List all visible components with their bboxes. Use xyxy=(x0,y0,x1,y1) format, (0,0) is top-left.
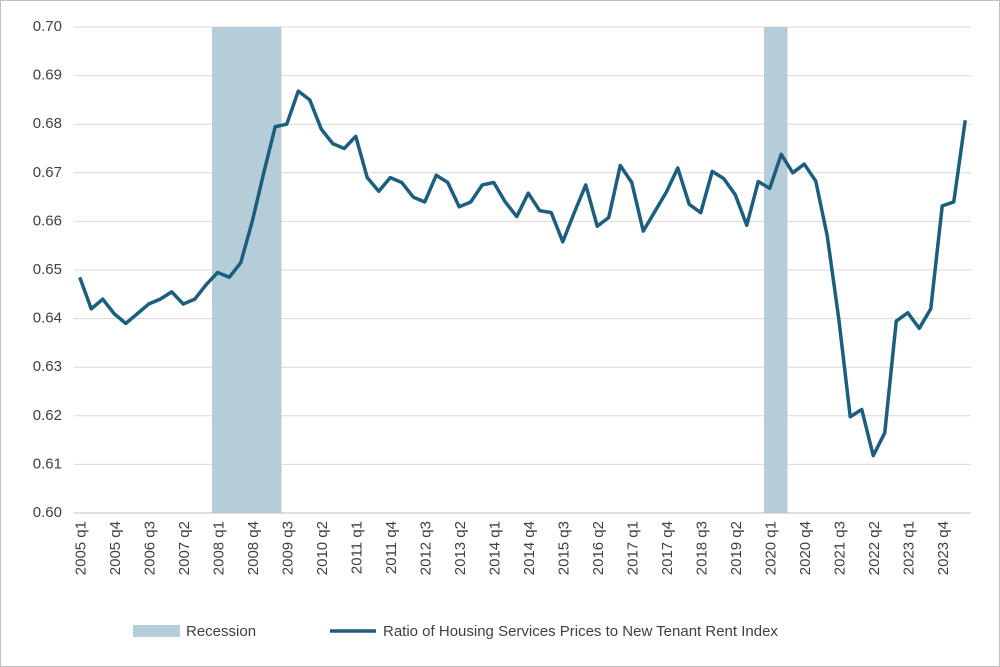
x-tick-label: 2008 q4 xyxy=(245,521,262,575)
y-tick-label: 0.62 xyxy=(33,407,62,424)
x-tick-label: 2009 q3 xyxy=(280,521,297,575)
x-tick-label: 2011 q4 xyxy=(383,521,400,574)
y-tick-label: 0.66 xyxy=(33,212,62,229)
x-tick-label: 2022 q2 xyxy=(866,521,883,575)
x-tick-label: 2014 q4 xyxy=(521,521,538,575)
recession-band xyxy=(212,27,224,513)
x-tick-label: 2005 q4 xyxy=(107,521,124,575)
x-tick-label: 2005 q1 xyxy=(73,521,90,575)
y-tick-label: 0.65 xyxy=(33,261,62,278)
legend-label: Recession xyxy=(186,623,256,640)
x-tick-label: 2021 q3 xyxy=(832,521,849,575)
x-tick-label: 2012 q3 xyxy=(418,521,435,575)
x-tick-label: 2020 q1 xyxy=(763,521,780,575)
x-tick-label: 2008 q1 xyxy=(211,521,228,575)
y-tick-label: 0.68 xyxy=(33,115,62,132)
x-tick-label: 2013 q2 xyxy=(452,521,469,575)
x-tick-label: 2016 q2 xyxy=(590,521,607,575)
y-tick-label: 0.60 xyxy=(33,504,62,521)
recession-band xyxy=(775,27,788,513)
recession-band xyxy=(235,27,247,513)
x-tick-label: 2017 q4 xyxy=(659,521,676,575)
x-tick-label: 2014 q1 xyxy=(487,521,504,575)
x-tick-label: 2023 q4 xyxy=(935,521,952,575)
y-tick-label: 0.61 xyxy=(33,455,62,472)
legend-swatch xyxy=(133,625,180,637)
series-line xyxy=(78,89,967,458)
x-tick-label: 2011 q1 xyxy=(349,521,366,574)
x-tick-label: 2023 q1 xyxy=(901,521,918,575)
recession-band xyxy=(258,27,270,513)
x-tick-label: 2010 q2 xyxy=(314,521,331,575)
legend-label: Ratio of Housing Services Prices to New … xyxy=(383,623,778,640)
x-tick-label: 2017 q1 xyxy=(625,521,642,575)
y-tick-label: 0.64 xyxy=(33,310,62,327)
x-tick-label: 2006 q3 xyxy=(142,521,159,575)
x-tick-label: 2020 q4 xyxy=(797,521,814,575)
y-tick-label: 0.69 xyxy=(33,67,62,84)
y-tick-label: 0.67 xyxy=(33,164,62,181)
y-tick-label: 0.70 xyxy=(33,18,62,35)
recession-band xyxy=(269,27,282,513)
y-tick-label: 0.63 xyxy=(33,358,62,375)
recession-band xyxy=(246,27,259,513)
x-tick-label: 2019 q2 xyxy=(728,521,745,575)
x-tick-label: 2015 q3 xyxy=(556,521,573,575)
x-tick-label: 2018 q3 xyxy=(694,521,711,575)
x-tick-label: 2007 q2 xyxy=(176,521,193,575)
recession-band xyxy=(223,27,236,513)
recession-band xyxy=(764,27,776,513)
